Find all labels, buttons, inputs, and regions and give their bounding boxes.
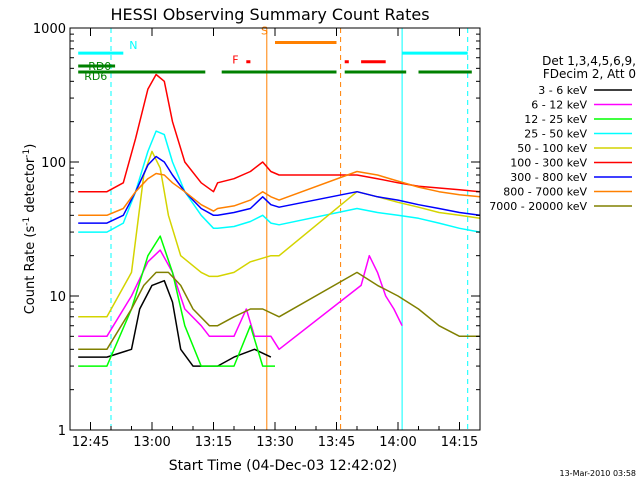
series-line-100-300-kev [78, 73, 481, 193]
x-tick-label-13-45: 13:45 [318, 435, 355, 450]
legend-label-7000-20000-kev: 7000 - 20000 keV [489, 200, 587, 213]
flag-label-n: N [129, 39, 137, 52]
legend: Det 1,3,4,5,6,9, FDecim 2, Att 0 3 - 6 k… [489, 54, 636, 213]
y-tick-label-100: 100 [41, 156, 66, 171]
plot-frame [69, 27, 481, 431]
x-axis: 12:45 13:00 13:15 13:30 13:45 14:00 14:15 [69, 28, 481, 450]
series-line-3-6-kev [78, 279, 272, 367]
y-axis-label-end: ) [23, 144, 38, 149]
flag-label-rd6: RD6 [84, 70, 107, 83]
y-tick-label-1: 1 [58, 424, 66, 439]
x-tick-label-14-15: 14:15 [441, 435, 478, 450]
legend-label-50-100-kev: 50 - 100 keV [517, 142, 587, 155]
flag-label-s: S [261, 24, 268, 37]
series-line-7000-20000-kev [78, 271, 480, 351]
legend-header-line2: FDecim 2, Att 0 [543, 67, 636, 81]
flag-label-rd0: RD0 [88, 60, 111, 73]
chart-title: HESSI Observing Summary Count Rates [110, 5, 429, 24]
x-tick-label-14-00: 14:00 [379, 435, 416, 450]
y-tick-label-10: 10 [49, 290, 66, 305]
series-line-25-50-kev [78, 130, 481, 233]
y-tick-label-1000: 1000 [33, 22, 66, 37]
footer-date: 13-Mar-2010 03:58 [560, 469, 637, 478]
x-tick-label-13-30: 13:30 [256, 435, 293, 450]
series-line-800-7000-kev [78, 170, 481, 217]
y-axis-label-sup2: -1 [22, 149, 32, 158]
legend-label-800-7000-kev: 800 - 7000 keV [503, 186, 587, 199]
flag-label-f: F [232, 54, 238, 67]
legend-header-line1: Det 1,3,4,5,6,9, [542, 54, 636, 68]
x-tick-label-13-15: 13:15 [195, 435, 232, 450]
legend-label-3-6-kev: 3 - 6 keV [538, 84, 587, 97]
legend-label-300-800-kev: 300 - 800 keV [510, 171, 587, 184]
series-line-300-800-kev [78, 155, 481, 224]
y-axis-label-sup1: -1 [22, 217, 32, 226]
y-axis: 1 10 100 1000 [33, 22, 480, 439]
x-axis-label: Start Time (04-Dec-03 12:42:02) [169, 458, 397, 474]
y-axis-label-mid: detector [23, 157, 38, 217]
y-axis-label: Count Rate (s-1 detector-1) [22, 144, 38, 315]
x-tick-label-12-45: 12:45 [72, 435, 109, 450]
legend-label-100-300-kev: 100 - 300 keV [510, 157, 587, 170]
legend-label-12-25-kev: 12 - 25 keV [524, 113, 587, 126]
series-line-6-12-kev [78, 249, 403, 351]
series-line-12-25-kev [78, 235, 275, 367]
y-axis-label-main: Count Rate (s [23, 226, 38, 315]
x-tick-label-13-00: 13:00 [133, 435, 170, 450]
legend-label-25-50-kev: 25 - 50 keV [524, 128, 587, 141]
series-line-50-100-kev [78, 150, 481, 318]
legend-label-6-12-kev: 6 - 12 keV [531, 99, 587, 112]
